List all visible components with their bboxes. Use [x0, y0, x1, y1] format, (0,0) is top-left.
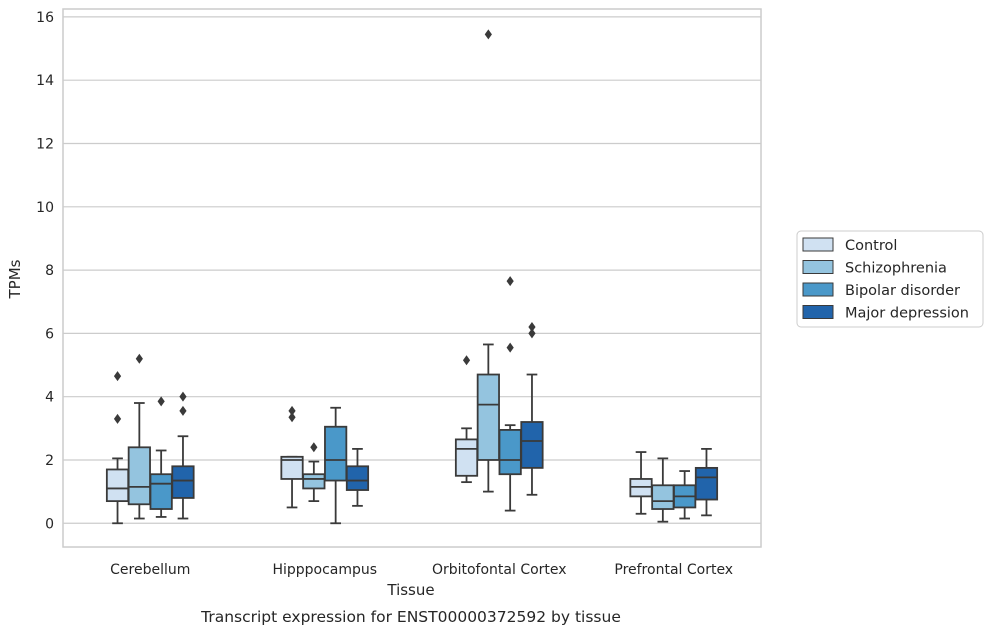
y-axis-title: TPMs — [6, 259, 24, 299]
outlier-point — [179, 405, 187, 416]
box-schizophrenia — [127, 353, 151, 520]
y-tick-label: 2 — [45, 453, 54, 469]
legend-swatch — [802, 305, 834, 319]
outlier-point — [179, 391, 187, 402]
legend-label: Bipolar disorder — [845, 283, 960, 299]
legend-label: Major depression — [845, 306, 969, 322]
box-schizophrenia — [651, 457, 675, 523]
box-iqr — [127, 446, 151, 506]
y-tick-label: 6 — [45, 326, 54, 342]
chart-caption: Transcript expression for ENST0000037259… — [200, 608, 621, 626]
box-schizophrenia — [476, 29, 500, 493]
y-tick-label: 4 — [45, 390, 54, 406]
box-iqr — [454, 438, 479, 477]
legend-label: Control — [845, 238, 897, 254]
box-bipolar-disorder — [324, 406, 348, 525]
box-series-group — [105, 29, 719, 525]
outlier-point — [157, 396, 165, 407]
outlier-point — [135, 353, 143, 364]
outlier-point — [462, 355, 471, 366]
box-iqr — [149, 473, 173, 510]
outlier-point — [113, 371, 122, 382]
box-major-depression — [520, 322, 544, 496]
x-tick-label: Prefrontal Cortex — [614, 562, 733, 578]
gridlines — [63, 16, 761, 524]
legend: Control Schizophrenia Bipolar disorder Majo… — [796, 230, 984, 328]
legend-label: Schizophrenia — [845, 261, 947, 277]
outlier-point — [288, 412, 296, 423]
box-control — [105, 371, 130, 525]
box-bipolar-disorder — [673, 470, 697, 520]
x-tick-label: Orbitofontal Cortex — [432, 562, 567, 578]
box-iqr — [105, 468, 130, 503]
y-tick-label: 14 — [36, 73, 54, 89]
outlier-point — [506, 276, 514, 287]
legend-swatch — [802, 237, 834, 252]
box-iqr — [476, 373, 500, 461]
box-bipolar-disorder — [498, 276, 522, 512]
box-iqr — [651, 484, 675, 510]
box-control — [280, 405, 304, 509]
y-tick-label: 0 — [45, 516, 54, 532]
box-iqr — [171, 465, 195, 499]
outlier-point — [528, 328, 536, 339]
box-iqr — [324, 425, 348, 482]
y-tick-labels: 0 2 4 6 8 10 12 14 16 — [36, 10, 54, 532]
outlier-point — [528, 322, 536, 333]
box-major-depression — [171, 391, 195, 520]
box-major-depression — [694, 447, 719, 517]
y-tick-label: 16 — [36, 10, 54, 26]
y-tick-label: 8 — [45, 263, 54, 279]
x-tick-labels: Cerebellum Hipppocampus Orbitofontal Corte… — [110, 562, 733, 578]
box-iqr — [302, 473, 326, 490]
box-iqr — [280, 455, 304, 480]
x-axis-title: Tissue — [386, 581, 434, 599]
legend-swatch — [802, 260, 834, 274]
box-iqr — [520, 421, 544, 469]
box-bipolar-disorder — [149, 396, 173, 518]
x-tick-label: Hipppocampus — [272, 562, 377, 578]
outlier-point — [506, 342, 514, 353]
x-tick-label: Cerebellum — [110, 562, 190, 578]
box-iqr — [694, 466, 719, 501]
box-control — [629, 451, 653, 515]
y-tick-label: 10 — [36, 200, 54, 216]
box-iqr — [345, 465, 370, 491]
box-control — [454, 355, 479, 484]
box-schizophrenia — [302, 442, 326, 503]
outlier-point — [310, 442, 318, 453]
legend-swatch — [802, 282, 834, 297]
outlier-point — [113, 413, 122, 424]
box-iqr — [498, 429, 522, 476]
plot-frame — [62, 8, 762, 548]
legend-frame — [796, 230, 984, 328]
outlier-point — [288, 405, 296, 416]
box-major-depression — [345, 447, 370, 507]
y-tick-label: 12 — [36, 137, 54, 153]
outlier-point — [484, 29, 492, 40]
